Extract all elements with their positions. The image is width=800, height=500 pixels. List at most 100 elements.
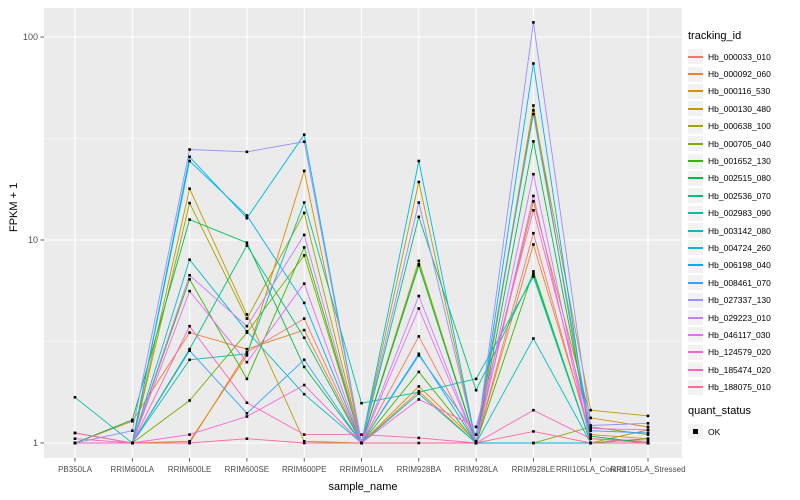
data-point xyxy=(589,408,592,412)
legend-key-swatch xyxy=(688,257,703,273)
data-point xyxy=(131,418,134,422)
legend-key-swatch xyxy=(688,101,703,117)
data-point xyxy=(589,429,592,432)
legend-item-Hb_188075_010: Hb_188075_010 xyxy=(688,378,798,395)
data-point xyxy=(532,194,535,198)
data-point xyxy=(245,216,249,220)
data-point xyxy=(188,187,191,190)
data-point xyxy=(646,414,650,418)
data-point xyxy=(188,159,191,163)
x-tick-label: RRIM928LA xyxy=(454,465,498,474)
data-point xyxy=(532,172,535,176)
data-point xyxy=(245,401,249,404)
legend-line-icon xyxy=(688,194,703,197)
data-point xyxy=(188,218,191,221)
data-point xyxy=(417,436,421,440)
legend-item-Hb_006198_040: Hb_006198_040 xyxy=(688,257,798,274)
legend-item-label: Hb_002983_090 xyxy=(708,208,771,219)
data-point xyxy=(532,337,535,340)
legend-item-Hb_003142_080: Hb_003142_080 xyxy=(688,222,798,239)
data-point xyxy=(188,148,191,151)
data-point xyxy=(188,441,191,445)
data-point xyxy=(245,324,249,328)
data-point xyxy=(532,270,535,273)
data-point xyxy=(302,328,306,332)
data-point xyxy=(589,433,592,436)
legend-item-label: Hb_124579_020 xyxy=(708,347,771,358)
legend-line-icon xyxy=(688,229,703,232)
legend-key-swatch xyxy=(688,49,703,65)
data-point xyxy=(646,431,650,435)
legend-line-icon xyxy=(688,281,703,284)
data-point xyxy=(417,201,421,204)
data-point xyxy=(360,433,363,436)
data-point xyxy=(532,408,535,412)
legend-item-Hb_002515_080: Hb_002515_080 xyxy=(688,170,798,187)
legend-line-icon xyxy=(688,333,703,336)
legend-item-Hb_124579_020: Hb_124579_020 xyxy=(688,344,798,361)
data-point xyxy=(646,437,650,440)
y-tick-label: 10 xyxy=(28,235,38,245)
legend-title-quant-status: quant_status xyxy=(688,404,751,417)
data-point xyxy=(188,258,191,261)
legend-item-Hb_000130_480: Hb_000130_480 xyxy=(688,100,798,117)
data-point xyxy=(245,330,249,333)
data-point xyxy=(188,358,191,362)
legend-item-label: Hb_002536_070 xyxy=(708,190,771,201)
data-point xyxy=(417,441,421,445)
data-point xyxy=(532,441,535,445)
data-point xyxy=(302,140,306,143)
data-point xyxy=(646,422,650,425)
data-point xyxy=(245,437,249,440)
data-point xyxy=(302,301,306,305)
data-point xyxy=(417,352,421,356)
legend-item-label: Hb_000638_100 xyxy=(708,121,771,132)
legend-line-icon xyxy=(688,125,703,128)
data-point xyxy=(417,398,421,401)
data-point xyxy=(73,441,77,445)
data-point xyxy=(589,441,592,445)
data-point xyxy=(73,437,77,440)
legend-item-Hb_000092_060: Hb_000092_060 xyxy=(688,65,798,82)
data-point xyxy=(73,396,77,399)
legend-key-swatch xyxy=(688,83,703,99)
legend-key-swatch xyxy=(688,170,703,186)
data-point xyxy=(589,425,592,429)
data-point xyxy=(532,21,535,24)
legend-line-icon xyxy=(688,90,703,93)
legend-key-swatch xyxy=(688,292,703,308)
data-point xyxy=(131,441,134,445)
data-point xyxy=(474,377,478,381)
legend-item-label: Hb_000092_060 xyxy=(708,69,771,80)
data-point xyxy=(302,383,306,387)
legend-quant-items: OK xyxy=(688,423,798,440)
legend-line-icon xyxy=(688,73,703,76)
legend-key-swatch xyxy=(688,379,703,395)
legend-item-label: Hb_000116_530 xyxy=(708,86,771,97)
data-point xyxy=(302,233,306,237)
data-point xyxy=(302,169,306,173)
data-point xyxy=(188,274,191,277)
legend-item-Hb_000116_530: Hb_000116_530 xyxy=(688,83,798,100)
data-point xyxy=(188,399,191,402)
x-tick-label: RRII105LA_Stressed xyxy=(610,465,685,474)
x-tick-label: RRIM600SE xyxy=(225,465,269,474)
data-point xyxy=(245,415,249,418)
data-point xyxy=(245,354,249,357)
legend-item-label: Hb_000033_010 xyxy=(708,51,771,62)
data-point xyxy=(532,243,535,246)
x-tick-label: PB350LA xyxy=(58,465,92,474)
data-point xyxy=(131,429,134,432)
data-point xyxy=(73,431,77,435)
legend-item-Hb_000638_100: Hb_000638_100 xyxy=(688,118,798,135)
data-point xyxy=(646,440,650,443)
data-point xyxy=(532,140,535,143)
legend-key-swatch xyxy=(688,344,703,360)
legend-key-swatch xyxy=(688,327,703,343)
data-point xyxy=(245,352,249,356)
data-point xyxy=(188,201,191,205)
legend-point-icon xyxy=(693,429,698,434)
x-tick-label: RRIM901LA xyxy=(340,465,384,474)
